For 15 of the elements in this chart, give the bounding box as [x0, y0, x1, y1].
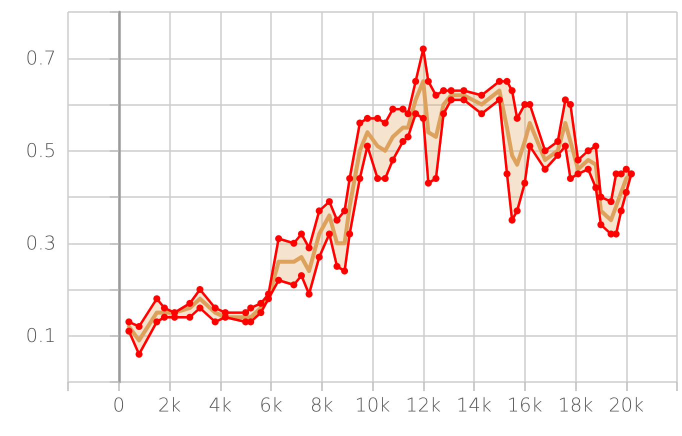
- x-tick-label: 16k: [507, 394, 542, 416]
- x-tick-label: 0: [112, 394, 125, 416]
- x-tick-label: 8k: [310, 394, 334, 416]
- x-tick-label: 10k: [354, 394, 390, 416]
- x-tick-label: 2k: [158, 394, 182, 416]
- y-tick-label: 0.1: [26, 324, 56, 347]
- y-tick-label: 0.3: [26, 232, 56, 254]
- x-tick-label: 4k: [208, 394, 232, 416]
- y-tick-label: 0.7: [26, 47, 56, 70]
- x-tick-label: 6k: [259, 394, 283, 416]
- x-tick-label: 14k: [456, 394, 492, 416]
- y-tick-label: 0.5: [26, 140, 56, 162]
- x-tick-label: 20k: [608, 394, 644, 416]
- x-tick-label: 18k: [558, 394, 594, 416]
- x-tick-label: 12k: [406, 394, 441, 416]
